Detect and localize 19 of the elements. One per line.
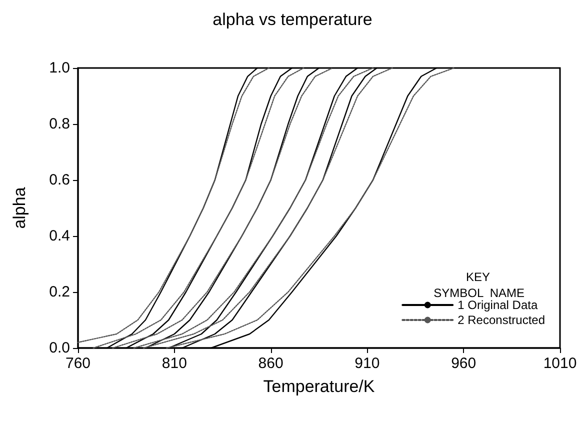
x-tick-label: 1010 [543,355,577,372]
chart-title: alpha vs temperature [212,10,372,29]
y-tick-label: 0.6 [49,172,70,188]
x-tick-label: 760 [65,355,91,372]
x-tick-label: 860 [258,355,284,372]
x-tick-label: 960 [451,355,476,372]
y-axis-title: alpha [10,186,29,229]
annotation: SYMBOL NAME [434,286,525,300]
y-tick-label: 0.8 [49,116,70,132]
y-tick-label: 0.4 [49,228,70,244]
legend-label: 1 Original Data [458,298,538,312]
y-tick-label: 0.0 [49,340,70,356]
y-tick-label: 0.2 [49,284,70,300]
y-tick-label: 1.0 [49,60,70,76]
legend-label: 2 Reconstructed [458,313,546,327]
x-tick-label: 910 [354,355,380,372]
x-axis-title: Temperature/K [263,377,376,396]
x-tick-label: 810 [162,355,187,372]
legend-title: KEY [466,270,490,284]
